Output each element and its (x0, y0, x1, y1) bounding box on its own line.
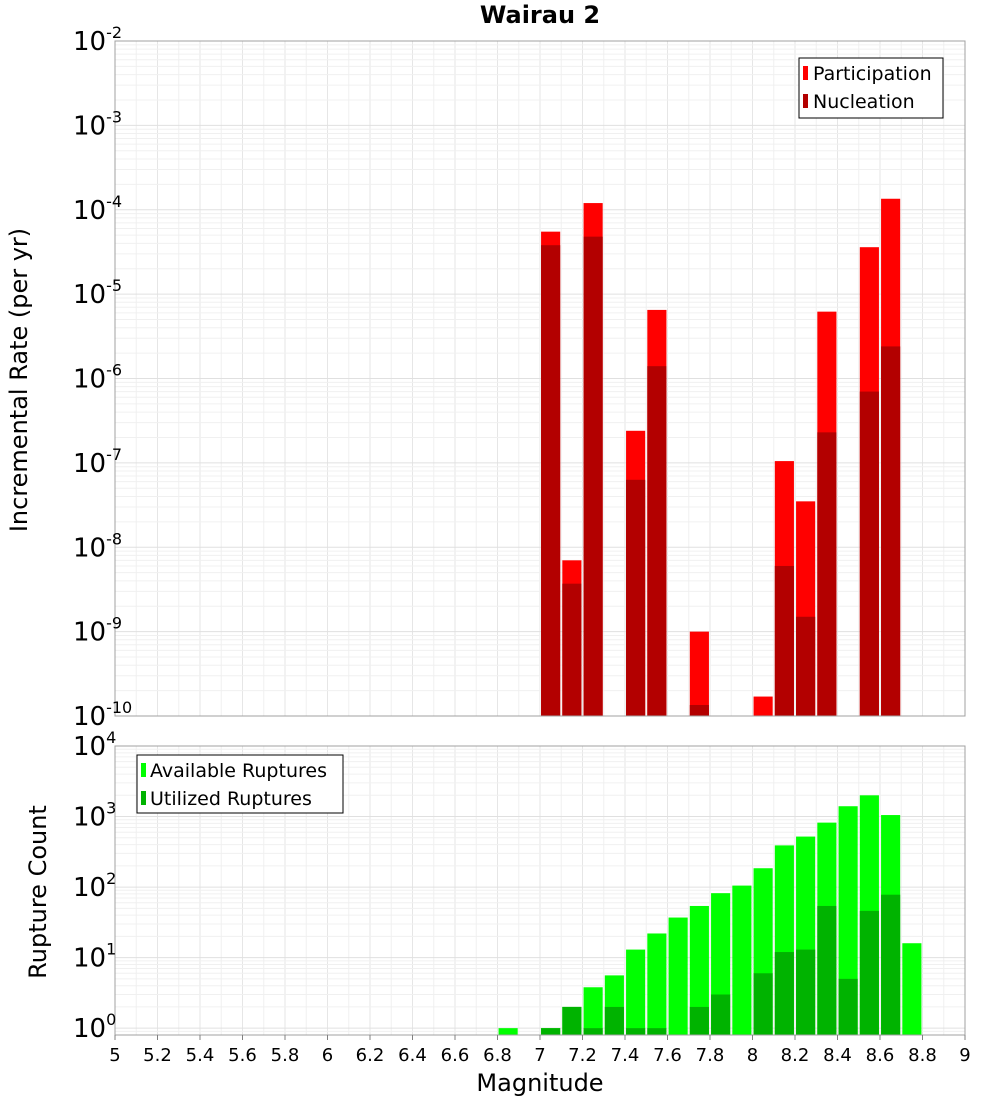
count-bar-b (774, 952, 794, 1035)
count-bar-a (838, 806, 858, 1035)
x-tick-label: 7.2 (568, 1045, 597, 1066)
rate-bar-b (859, 391, 879, 716)
count-bar-b (626, 1028, 646, 1035)
count-bar-b (796, 949, 816, 1035)
count-bar-b (838, 978, 858, 1035)
x-tick-label: 5.4 (186, 1045, 215, 1066)
x-tick-label: 7.4 (611, 1045, 640, 1066)
x-tick-label: 6.8 (483, 1045, 512, 1066)
magnitude-x-ticks: 5 5.2 5.4 5.6 5.8 6 6.2 6.4 6.6 6.8 7 7.2 7.4 7.6 7.8 8… (109, 1035, 971, 1066)
count-y-ticks: 100 101 102 103 104 (73, 728, 116, 1044)
rate-bar-b (881, 346, 901, 716)
x-tick-label: 5 (109, 1045, 120, 1066)
chart-title: Wairau 2 (480, 1, 600, 29)
rate-y-tick-label: 10-5 (73, 276, 122, 310)
x-tick-label: 8.6 (866, 1045, 895, 1066)
count-y-axis-label: Rupture Count (24, 805, 52, 979)
count-legend: Available Ruptures Utilized Ruptures (136, 754, 344, 814)
utilized-legend-label: Utilized Ruptures (150, 788, 312, 810)
x-tick-label: 6.4 (398, 1045, 427, 1066)
rate-bar-b (541, 245, 561, 717)
count-y-tick-label: 100 (73, 1010, 116, 1044)
rate-y-axis-label: Incremental Rate (per yr) (5, 228, 33, 532)
count-bar-b (562, 1006, 582, 1035)
x-tick-label: 8.8 (908, 1045, 937, 1066)
count-bar-a (583, 987, 603, 1035)
rate-bar-b (796, 616, 816, 716)
count-bar-b (711, 994, 731, 1035)
rate-bar-b (626, 479, 646, 716)
count-bar-b (859, 910, 879, 1035)
count-bar-a (668, 917, 688, 1035)
x-axis-label: Magnitude (476, 1069, 603, 1097)
count-bar-a (689, 905, 709, 1035)
count-bar-b (689, 1006, 709, 1035)
count-bar-a (647, 933, 667, 1035)
x-tick-label: 8 (747, 1045, 758, 1066)
rate-legend-box (798, 57, 944, 119)
count-bar-a (498, 1028, 518, 1035)
rate-bar-b (774, 565, 794, 716)
count-bars (498, 795, 922, 1035)
rate-panel: 10-10 10-9 10-8 10-7 10-6 10-5 10-4 10-3 10-2 In… (5, 23, 966, 732)
nucleation-legend-swatch (803, 94, 808, 108)
participation-legend-swatch (803, 66, 808, 80)
x-tick-label: 6 (322, 1045, 333, 1066)
count-y-tick-label: 103 (73, 799, 116, 833)
rate-y-tick-label: 10-2 (73, 23, 122, 57)
rate-y-tick-label: 10-6 (73, 361, 122, 395)
rate-bar-a (753, 696, 773, 716)
count-legend-box (136, 754, 344, 814)
rate-bar-b (647, 366, 667, 716)
rate-y-tick-label: 10-7 (73, 445, 122, 479)
rate-y-tick-label: 10-3 (73, 107, 122, 141)
x-tick-label: 8.4 (823, 1045, 852, 1066)
x-tick-label: 5.8 (271, 1045, 300, 1066)
count-bar-b (541, 1028, 561, 1035)
rate-bar-b (817, 432, 837, 716)
count-bar-b (583, 1028, 603, 1035)
count-y-tick-label: 102 (73, 869, 116, 903)
nucleation-legend-label: Nucleation (813, 91, 915, 113)
count-y-tick-label: 104 (73, 728, 116, 762)
x-tick-label: 6.6 (441, 1045, 470, 1066)
x-tick-label: 9 (959, 1045, 970, 1066)
count-bar-a (902, 943, 922, 1035)
rate-y-tick-label: 10-8 (73, 529, 122, 563)
count-y-tick-label: 101 (73, 940, 116, 974)
count-panel: 100 101 102 103 104 5 5.2 5.4 5.6 5.8 6 6.2 6.4 6.6 6… (24, 728, 971, 1097)
x-tick-label: 6.2 (356, 1045, 385, 1066)
rate-grid (114, 40, 966, 717)
count-bar-b (604, 1006, 624, 1035)
x-tick-label: 5.2 (143, 1045, 172, 1066)
rate-y-tick-label: 10-4 (73, 192, 122, 226)
count-bar-b (647, 1028, 667, 1035)
participation-legend-label: Participation (813, 63, 932, 85)
x-tick-label: 8.2 (781, 1045, 810, 1066)
count-bar-b (881, 894, 901, 1035)
rate-bar-b (689, 705, 709, 716)
rate-bars (541, 198, 901, 717)
utilized-legend-swatch (141, 791, 146, 805)
rate-bar-b (562, 583, 582, 716)
available-legend-swatch (141, 763, 146, 777)
x-tick-label: 7 (534, 1045, 545, 1066)
count-bar-a (626, 949, 646, 1035)
count-bar-b (753, 973, 773, 1035)
x-tick-label: 5.6 (228, 1045, 257, 1066)
rate-legend: Participation Nucleation (798, 57, 944, 119)
rate-y-ticks: 10-10 10-9 10-8 10-7 10-6 10-5 10-4 10-3 10-2 (73, 23, 132, 732)
x-tick-label: 7.6 (653, 1045, 682, 1066)
x-tick-label: 7.8 (696, 1045, 725, 1066)
rate-plot-frame (114, 40, 966, 717)
count-bar-b (817, 905, 837, 1035)
rate-bar-b (583, 236, 603, 716)
rate-bar-a (689, 631, 709, 716)
available-legend-label: Available Ruptures (150, 760, 327, 782)
rate-y-tick-label: 10-9 (73, 614, 122, 648)
count-bar-a (732, 885, 752, 1035)
rate-y-tick-label: 10-10 (73, 698, 132, 732)
